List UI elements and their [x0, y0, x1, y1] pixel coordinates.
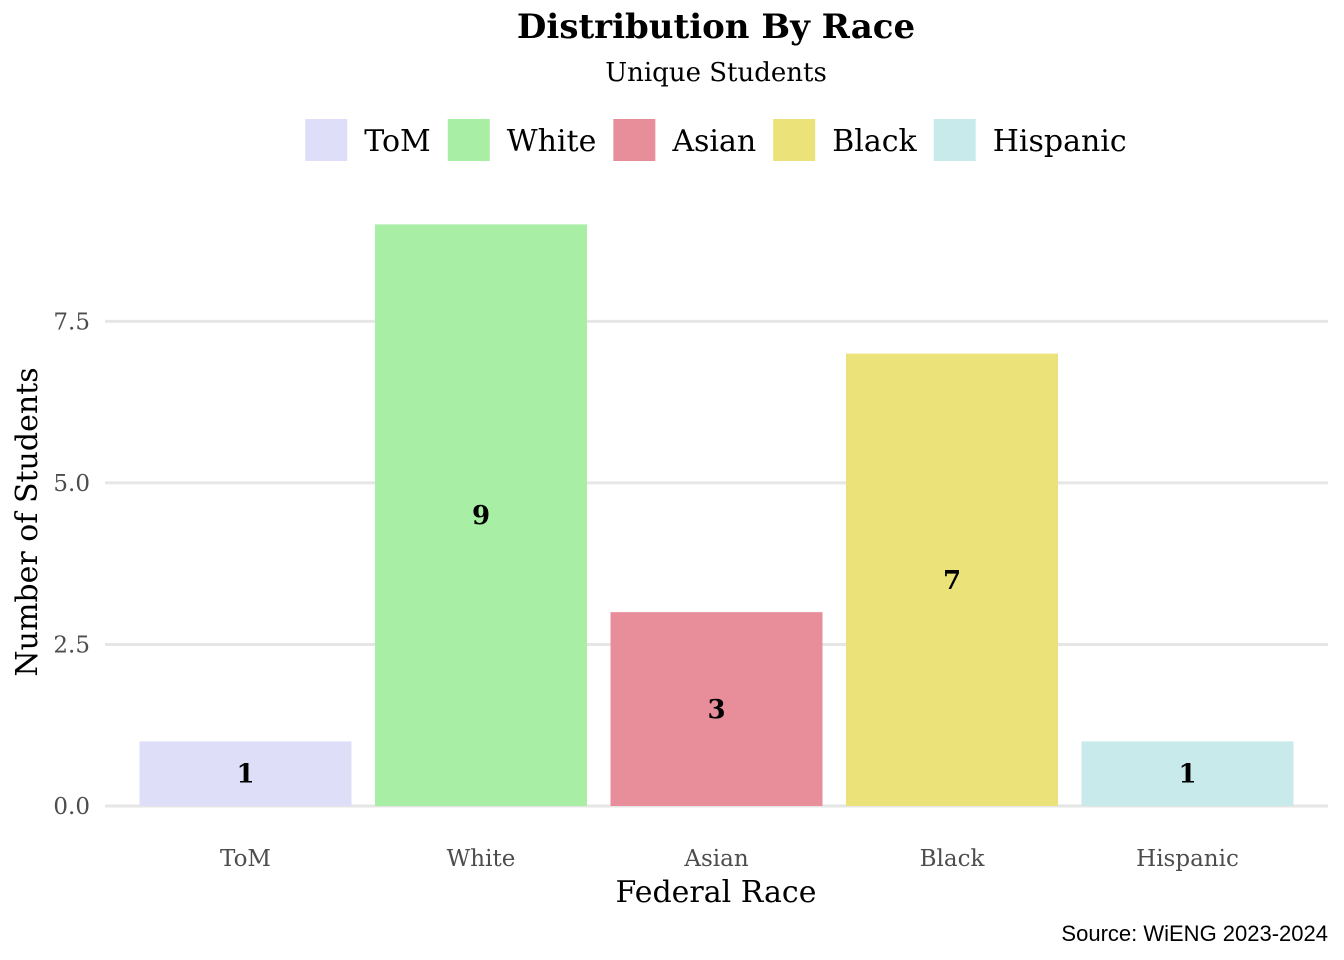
- legend-swatch: [773, 119, 816, 161]
- legend-item: Black: [773, 119, 918, 161]
- legend-label: ToM: [364, 124, 430, 159]
- bar-hispanic: [1081, 741, 1294, 806]
- legend: ToM White Asian Black Hispanic: [305, 119, 1127, 161]
- legend-swatch: [613, 119, 656, 161]
- y-tick-label: 0.0: [53, 794, 90, 820]
- y-axis-title: Number of Students: [10, 367, 45, 676]
- bars: [139, 224, 1294, 807]
- legend-item: Asian: [613, 119, 756, 161]
- x-tick-label: White: [447, 846, 516, 872]
- data-label: 3: [707, 695, 725, 725]
- data-label: 7: [943, 566, 961, 596]
- data-label: 1: [236, 760, 254, 790]
- bar-asian: [610, 612, 823, 806]
- bar-tom: [139, 741, 352, 806]
- x-tick-label: ToM: [220, 846, 271, 872]
- chart-title: Distribution By Race: [517, 7, 915, 47]
- x-tick-label: Black: [920, 846, 986, 872]
- source-caption: Source: WiENG 2023-2024: [1061, 921, 1328, 946]
- y-tick-label: 5.0: [53, 471, 90, 497]
- x-tick-label: Hispanic: [1136, 846, 1239, 872]
- y-tick-label: 2.5: [53, 632, 90, 658]
- y-axis-ticks: 0.0 2.5 5.0 7.5: [53, 309, 90, 820]
- data-label: 1: [1178, 760, 1196, 790]
- legend-swatch: [933, 119, 976, 161]
- chart-subtitle: Unique Students: [605, 58, 827, 88]
- bar-black: [846, 353, 1058, 806]
- x-tick-label: Asian: [683, 846, 748, 872]
- legend-label: Asian: [671, 124, 756, 159]
- legend-item: Hispanic: [933, 119, 1127, 161]
- legend-swatch: [305, 119, 348, 161]
- x-axis-title: Federal Race: [616, 875, 817, 910]
- legend-item: White: [447, 119, 597, 161]
- legend-label: Hispanic: [993, 124, 1127, 159]
- legend-label: White: [507, 124, 597, 159]
- data-label: 9: [472, 501, 490, 531]
- legend-swatch: [447, 119, 490, 161]
- data-labels: 1 9 3 7 1: [236, 501, 1196, 789]
- x-axis-ticks: ToM White Asian Black Hispanic: [220, 846, 1239, 872]
- legend-label: Black: [832, 124, 917, 159]
- y-tick-label: 7.5: [53, 309, 90, 335]
- legend-item: ToM: [305, 119, 431, 161]
- bar-white: [375, 224, 587, 807]
